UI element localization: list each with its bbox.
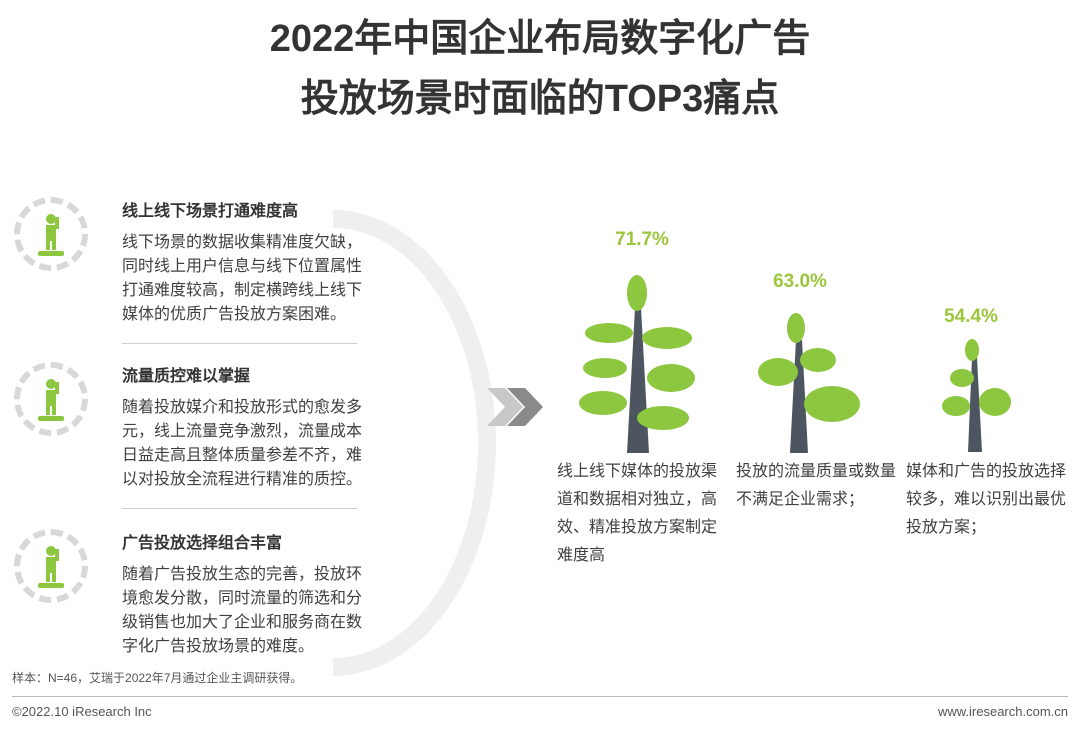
tree-mark (579, 275, 695, 453)
pain-point-body: 随着投放媒介和投放形式的愈发多元，线上流量竞争激烈，流量成本日益走高且整体质量参… (122, 399, 363, 488)
tree-mark (758, 313, 860, 453)
divider (122, 508, 357, 509)
pain-point-title: 流量质控难以掌握 (122, 368, 251, 385)
category-label: 线上线下媒体的投放渠道和数据相对独立，高效、精准投放方案制定难度高 (557, 463, 718, 564)
pain-point-title: 线上线下场景打通难度高 (122, 203, 299, 220)
website-link[interactable]: www.iresearch.com.cn (937, 704, 1068, 719)
pain-point-title: 广告投放选择组合丰富 (122, 535, 283, 552)
sample-note: 样本：N=46，艾瑞于2022年7月通过企业主调研获得。 (12, 671, 303, 685)
tree-mark (942, 339, 1011, 452)
page-title: 2022年中国企业布局数字化广告 (269, 18, 811, 60)
page-subtitle: 投放场景时面临的TOP3痛点 (300, 78, 780, 120)
person-icon (14, 197, 88, 271)
pain-point-body: 随着广告投放生态的完善，投放环境愈发分散，同时流量的筛选和分级销售也加大了企业和… (122, 566, 363, 655)
footer-divider (12, 696, 1068, 697)
pain-point-body: 线下场景的数据收集精准度欠缺，同时线上用户信息与线下位置属性打通难度较高，制定横… (122, 234, 363, 323)
chevron-right-icon (487, 388, 543, 426)
value-label: 63.0% (773, 271, 827, 292)
divider (122, 343, 357, 344)
category-label: 投放的流量质量或数量不满足企业需求； (736, 463, 897, 508)
person-icon (14, 529, 88, 603)
value-label: 54.4% (944, 306, 998, 327)
person-icon (14, 362, 88, 436)
copyright: ©2022.10 iResearch Inc (12, 704, 152, 719)
category-label: 媒体和广告的投放选择较多，难以识别出最优投放方案； (906, 463, 1067, 536)
value-label: 71.7% (615, 229, 669, 250)
